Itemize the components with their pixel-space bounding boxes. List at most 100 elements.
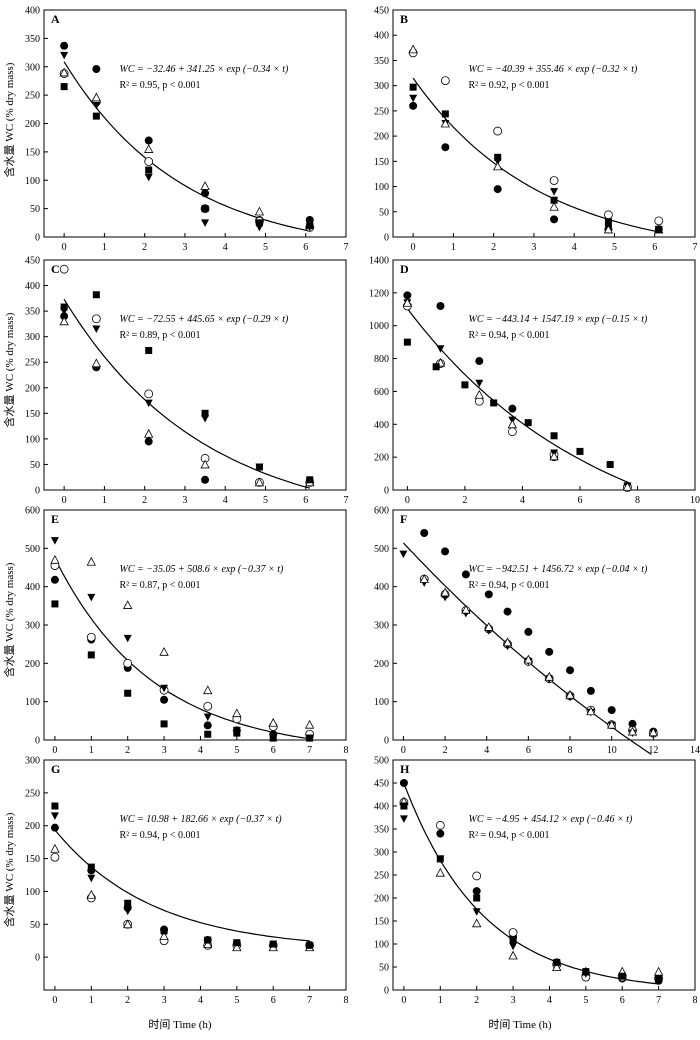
data-point-filled-circle: [607, 706, 616, 715]
data-point-filled-circle: [436, 302, 445, 310]
data-point-filled-circle: [508, 404, 517, 413]
y-tick-label: 600: [374, 387, 389, 398]
data-point-open-triangle-up: [123, 600, 133, 609]
y-tick-label: 1000: [369, 321, 389, 332]
x-tick-label: 1: [89, 745, 94, 756]
data-point-open-triangle-up: [472, 918, 482, 928]
panel-label: D: [400, 262, 409, 276]
data-point-open-triangle-up: [200, 181, 210, 190]
x-tick-label: 10: [690, 495, 700, 506]
data-point-filled-square: [582, 968, 590, 976]
stats-label: R² = 0.95, p < 0.001: [120, 80, 201, 91]
equation-label: WC = −4.95 + 454.12 × exp (−0.46 × t): [469, 814, 633, 825]
data-point-filled-circle: [144, 437, 153, 446]
plot-frame: [43, 259, 347, 491]
data-point-filled-square: [306, 734, 314, 742]
data-point-open-circle: [86, 632, 96, 642]
data-point-filled-square: [201, 409, 209, 417]
data-point-filled-square: [269, 940, 277, 948]
y-axis-title-text: 含水量 WC (% dry mass): [4, 562, 16, 678]
data-point-filled-triangle-down: [123, 907, 132, 916]
x-tick-label: 8: [344, 745, 349, 756]
data-point-filled-triangle-down: [160, 684, 169, 693]
x-tick-label: 6: [271, 745, 276, 756]
x-tick-label: 4: [198, 745, 203, 756]
data-point-filled-triangle-down: [550, 188, 559, 196]
y-tick-label: 500: [374, 544, 389, 555]
data-point-filled-triangle-down: [201, 219, 210, 227]
y-tick-label: 400: [25, 281, 40, 292]
data-point-filled-circle: [475, 357, 484, 366]
data-point-filled-square: [204, 936, 212, 944]
x-tick-label: 7: [344, 242, 349, 253]
data-point-open-circle: [549, 176, 559, 185]
y-tick-label: 0: [384, 486, 389, 497]
data-point-filled-square: [51, 802, 59, 810]
y-tick-label: 1200: [369, 288, 389, 299]
data-point-open-triangle-up: [86, 889, 96, 899]
plot-frame: [43, 509, 347, 741]
x-tick-label: 1: [451, 242, 456, 253]
data-point-open-circle: [493, 126, 503, 136]
data-point-filled-square: [87, 863, 95, 871]
equation-label: WC = 10.98 + 182.66 × exp (−0.37 × t): [120, 814, 283, 825]
y-tick-label: 350: [374, 825, 389, 836]
data-point-filled-circle: [203, 721, 212, 730]
y-tick-label: 400: [25, 6, 40, 17]
data-point-filled-circle: [409, 101, 418, 110]
y-axis-title-text: 含水量 WC (% dry mass): [4, 812, 16, 928]
x-tick-label: 3: [182, 495, 187, 506]
data-point-filled-circle: [493, 185, 502, 194]
y-tick-label: 200: [25, 659, 40, 670]
stats-label: R² = 0.94, p < 0.001: [469, 830, 550, 841]
data-point-open-triangle-up: [544, 671, 554, 681]
y-axis-title: 含水量 WC (% dry mass): [2, 20, 18, 220]
data-point-filled-triangle-down: [92, 325, 101, 333]
data-point-filled-circle: [60, 312, 69, 321]
y-tick-label: 100: [374, 940, 389, 951]
y-axis-title-text: 含水量 WC (% dry mass): [4, 312, 16, 428]
x-tick-label: 4: [223, 242, 228, 253]
x-tick-label: 6: [271, 995, 276, 1006]
panel-label: G: [51, 762, 60, 776]
x-tick-label: 6: [652, 242, 657, 253]
data-point-open-triangle-up: [59, 316, 69, 326]
data-point-filled-square: [473, 894, 481, 902]
x-tick-label: 0: [401, 745, 406, 756]
stats-label: R² = 0.94, p < 0.001: [469, 330, 550, 341]
x-tick-label: 0: [401, 995, 406, 1006]
y-tick-label: 150: [25, 147, 40, 158]
data-point-open-circle: [435, 820, 445, 830]
x-tick-label: 3: [162, 995, 167, 1006]
data-point-filled-circle: [566, 666, 575, 675]
data-point-filled-circle: [144, 136, 153, 145]
data-point-filled-square: [60, 303, 68, 311]
data-point-filled-triangle-down: [399, 550, 408, 559]
data-point-filled-square: [524, 419, 532, 427]
y-tick-label: 100: [25, 697, 40, 708]
y-tick-label: 100: [25, 176, 40, 187]
y-tick-label: 300: [25, 332, 40, 343]
x-tick-label: 4: [198, 995, 203, 1006]
x-tick-label: 4: [547, 995, 552, 1006]
x-tick-label: 7: [344, 495, 349, 506]
data-point-filled-triangle-down: [60, 51, 69, 60]
x-axis-title: 时间 Time (h): [148, 1019, 212, 1031]
y-tick-label: 250: [374, 106, 389, 117]
plot-frame: [392, 509, 696, 741]
y-tick-label: 150: [374, 157, 389, 168]
data-point-filled-triangle-down: [472, 908, 481, 916]
data-point-filled-circle: [201, 189, 210, 198]
data-point-open-triangle-up: [622, 481, 633, 491]
y-tick-label: 400: [374, 31, 389, 42]
x-tick-label: 3: [182, 242, 187, 253]
data-point-filled-circle: [403, 291, 412, 300]
y-tick-label: 500: [25, 544, 40, 555]
y-tick-label: 150: [25, 409, 40, 420]
y-tick-label: 150: [25, 854, 40, 865]
stats-label: R² = 0.92, p < 0.001: [469, 80, 550, 91]
y-tick-label: 800: [374, 354, 389, 365]
fit-curve: [403, 783, 659, 985]
x-tick-label: 6: [620, 995, 625, 1006]
x-tick-label: 2: [125, 745, 130, 756]
